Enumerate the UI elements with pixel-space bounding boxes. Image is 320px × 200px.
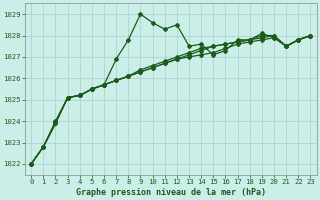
X-axis label: Graphe pression niveau de la mer (hPa): Graphe pression niveau de la mer (hPa) [76, 188, 266, 197]
